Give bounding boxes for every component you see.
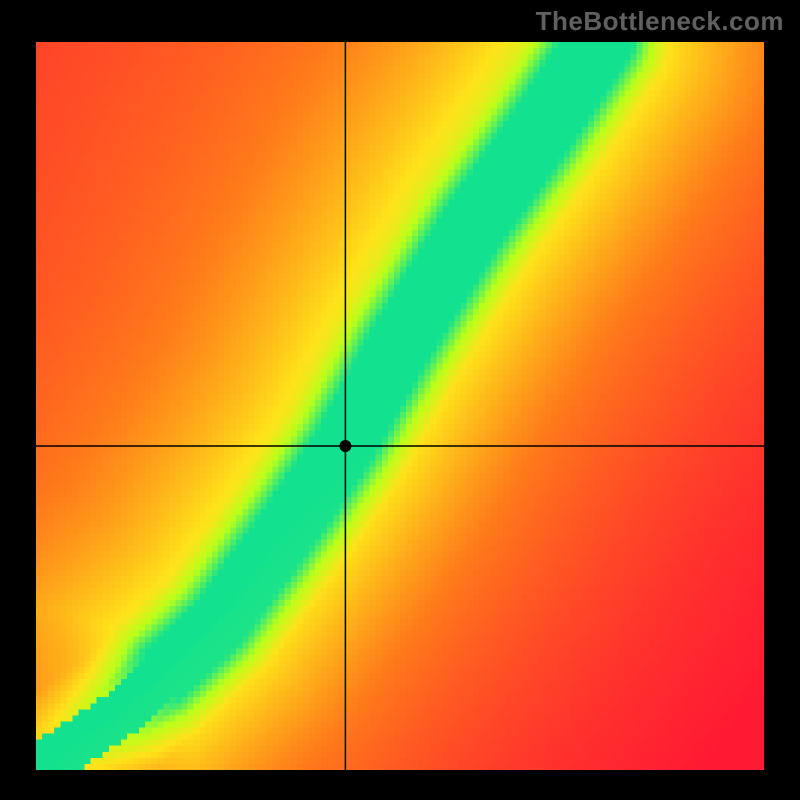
chart-container: TheBottleneck.com <box>0 0 800 800</box>
watermark-text: TheBottleneck.com <box>536 6 784 37</box>
heatmap-canvas <box>36 42 764 770</box>
